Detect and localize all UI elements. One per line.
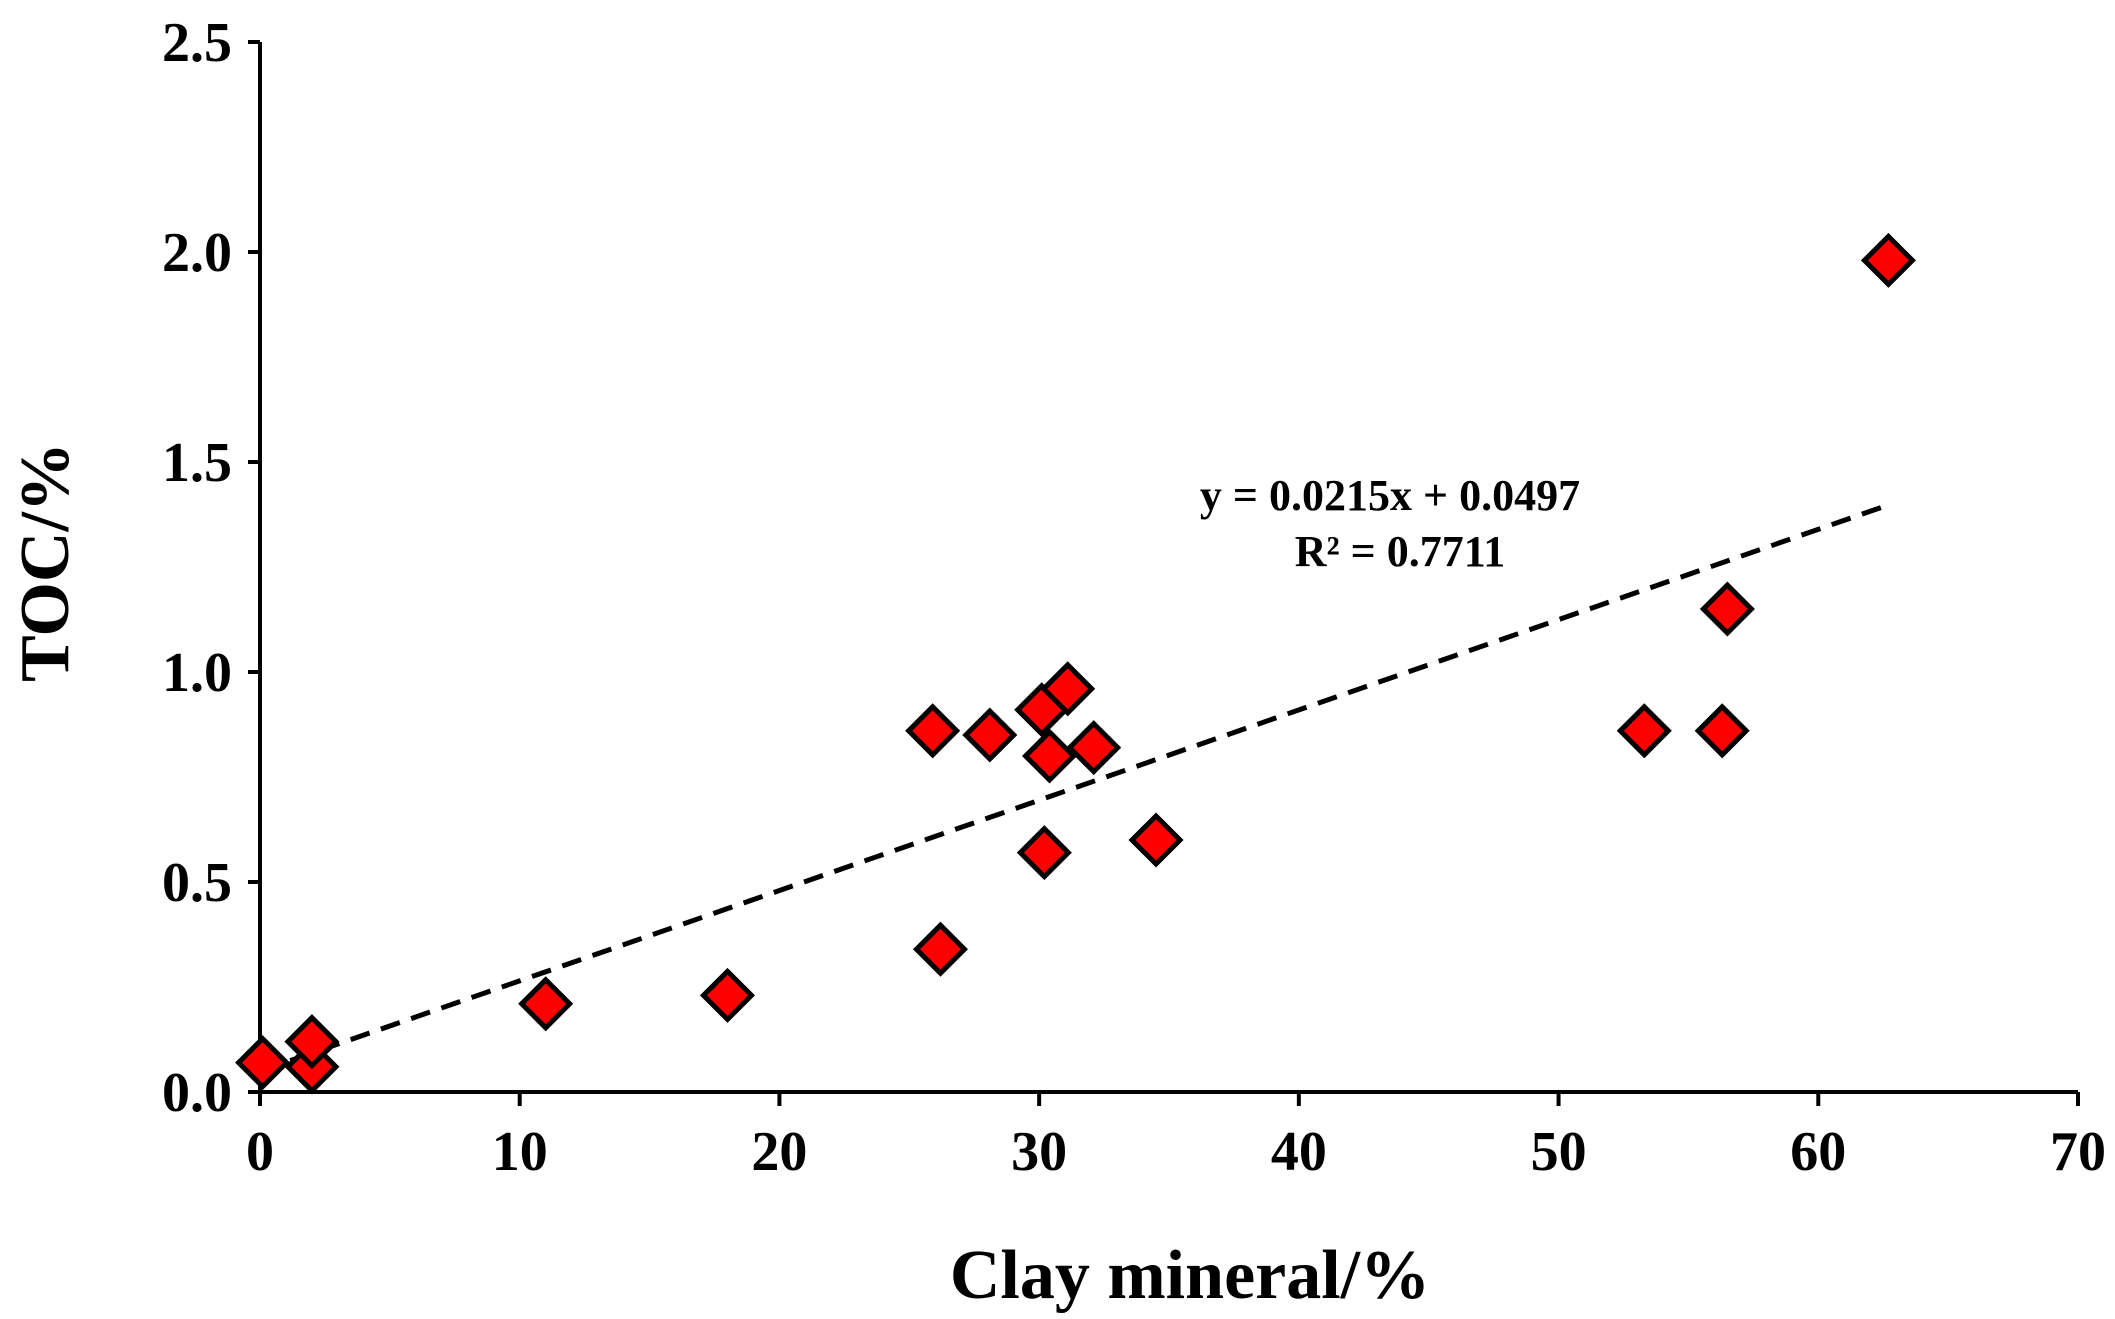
trendline-r-squared: R² = 0.7711 bbox=[1295, 527, 1506, 576]
x-tick-label: 50 bbox=[1531, 1121, 1587, 1183]
y-tick-label: 1.5 bbox=[162, 432, 232, 494]
x-tick-label: 70 bbox=[2050, 1121, 2106, 1183]
data-point bbox=[1016, 825, 1072, 881]
data-point bbox=[912, 921, 968, 977]
data-points bbox=[235, 232, 1916, 1095]
data-point bbox=[1616, 703, 1672, 759]
x-axis-ticks: 0 10 20 30 40 50 60 70 bbox=[246, 1092, 2106, 1183]
y-tick-label: 0.5 bbox=[162, 852, 232, 914]
data-point bbox=[1128, 812, 1184, 868]
data-point bbox=[962, 707, 1018, 763]
data-point bbox=[1694, 703, 1750, 759]
x-tick-label: 40 bbox=[1271, 1121, 1327, 1183]
data-point bbox=[699, 967, 756, 1023]
data-point bbox=[905, 703, 961, 759]
y-tick-label: 2.5 bbox=[162, 12, 232, 74]
x-tick-label: 20 bbox=[751, 1121, 807, 1183]
data-point bbox=[235, 1035, 291, 1091]
x-tick-label: 30 bbox=[1011, 1121, 1067, 1183]
data-point bbox=[1021, 728, 1078, 784]
data-point bbox=[284, 1014, 340, 1070]
y-axis-ticks: 0.0 0.5 1.0 1.5 2.0 2.5 bbox=[162, 12, 260, 1124]
trendline bbox=[259, 502, 1890, 1074]
data-point bbox=[1699, 581, 1755, 637]
x-axis-title: Clay mineral/% bbox=[950, 1237, 1430, 1314]
x-tick-label: 0 bbox=[246, 1121, 274, 1183]
x-tick-label: 10 bbox=[492, 1121, 548, 1183]
data-point bbox=[518, 976, 574, 1032]
data-point bbox=[1066, 720, 1122, 776]
y-axis-title: TOC/% bbox=[7, 442, 84, 682]
trendline-equation: y = 0.0215x + 0.0497 bbox=[1200, 471, 1580, 520]
y-tick-label: 2.0 bbox=[162, 222, 232, 284]
data-point bbox=[1040, 661, 1096, 717]
x-tick-label: 60 bbox=[1790, 1121, 1846, 1183]
y-tick-label: 0.0 bbox=[162, 1062, 232, 1124]
y-tick-label: 1.0 bbox=[162, 642, 232, 704]
data-point bbox=[1860, 232, 1916, 288]
